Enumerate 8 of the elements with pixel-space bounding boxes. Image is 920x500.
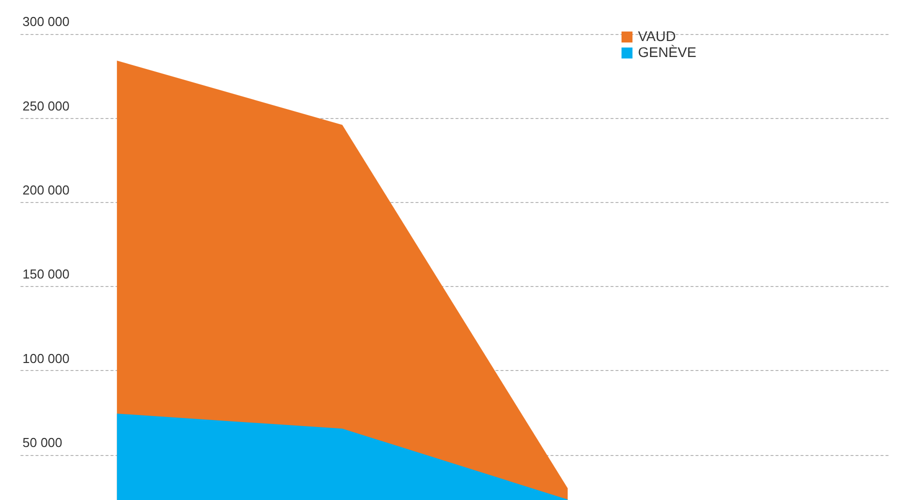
legend-label: GENÈVE (638, 44, 696, 60)
y-tick-label: 150 000 (22, 266, 70, 282)
y-tick-label: 200 000 (22, 182, 70, 198)
legend-label: VAUD (638, 28, 676, 44)
y-tick-label: 100 000 (22, 350, 70, 366)
y-tick-label: 250 000 (22, 98, 70, 114)
y-tick-label: 300 000 (22, 14, 70, 30)
y-tick-label: 50 000 (22, 435, 62, 450)
